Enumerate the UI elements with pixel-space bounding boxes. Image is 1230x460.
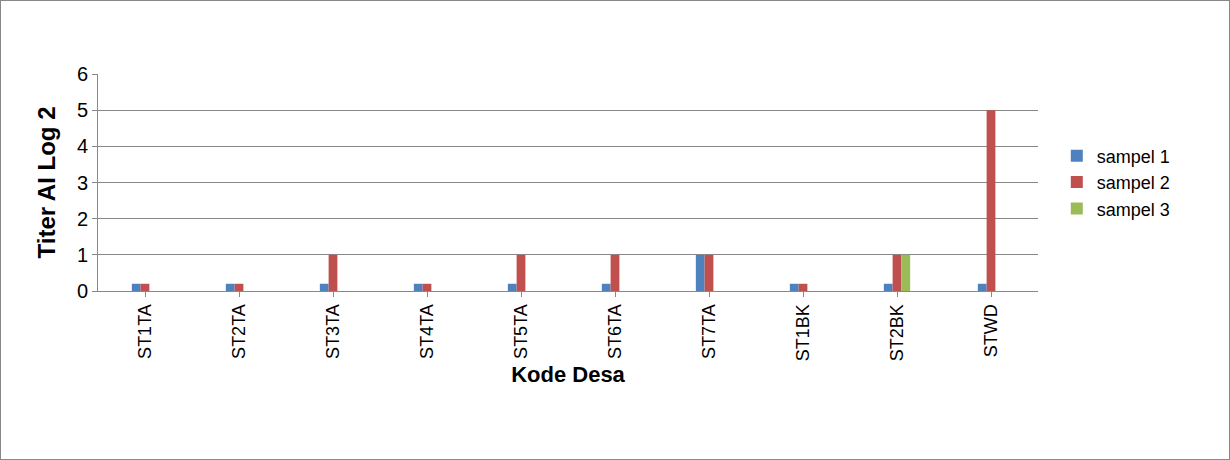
svg-text:ST7TA: ST7TA (699, 304, 719, 359)
svg-text:0: 0 (77, 280, 88, 302)
svg-text:STWD: STWD (981, 304, 1001, 357)
svg-text:2: 2 (77, 208, 88, 230)
svg-text:1: 1 (77, 244, 88, 266)
svg-text:4: 4 (77, 135, 88, 157)
svg-text:ST2TA: ST2TA (229, 304, 249, 359)
svg-text:ST1TA: ST1TA (135, 304, 155, 359)
svg-text:ST3TA: ST3TA (323, 304, 343, 359)
svg-text:3: 3 (77, 172, 88, 194)
svg-text:ST5TA: ST5TA (511, 304, 531, 359)
svg-text:Kode Desa: Kode Desa (511, 362, 625, 387)
svg-text:sampel 2: sampel 2 (1097, 173, 1170, 193)
svg-text:ST4TA: ST4TA (417, 304, 437, 359)
svg-text:Titer AI Log 2: Titer AI Log 2 (33, 106, 60, 258)
svg-text:sampel 3: sampel 3 (1097, 200, 1170, 220)
svg-text:5: 5 (77, 99, 88, 121)
svg-text:ST1BK: ST1BK (793, 304, 813, 361)
svg-text:ST6TA: ST6TA (605, 304, 625, 359)
svg-text:sampel 1: sampel 1 (1097, 147, 1170, 167)
svg-text:ST2BK: ST2BK (887, 304, 907, 361)
svg-text:6: 6 (77, 63, 88, 85)
